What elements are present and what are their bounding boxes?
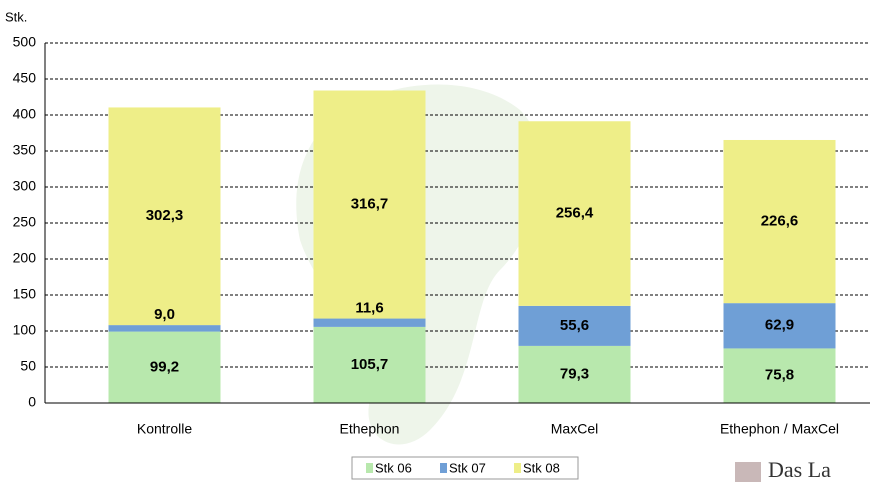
data-label: 316,7 bbox=[351, 196, 389, 213]
legend-label: Stk 08 bbox=[523, 460, 560, 475]
x-tick-label: Kontrolle bbox=[137, 421, 192, 437]
x-tick-label: MaxCel bbox=[551, 421, 598, 437]
data-label: 302,3 bbox=[146, 207, 184, 224]
y-tick-label: 450 bbox=[13, 70, 37, 86]
logo-icon bbox=[735, 462, 761, 482]
data-label: 105,7 bbox=[351, 356, 389, 373]
y-tick-label: 400 bbox=[13, 106, 37, 122]
bar-segment bbox=[108, 325, 221, 332]
y-tick-label: 150 bbox=[13, 286, 37, 302]
bar-segment bbox=[313, 318, 426, 327]
bar-segment bbox=[313, 90, 426, 319]
legend bbox=[351, 456, 579, 480]
x-tick-label: Ethephon / MaxCel bbox=[720, 421, 839, 437]
y-tick-label: 500 bbox=[13, 34, 37, 50]
legend-label: Stk 07 bbox=[449, 460, 486, 475]
data-label: 11,6 bbox=[355, 300, 383, 317]
y-tick-label: 350 bbox=[13, 142, 37, 158]
x-tick-label: Ethephon bbox=[340, 421, 400, 437]
data-label: 226,6 bbox=[761, 213, 799, 230]
logo-text: Das La bbox=[768, 457, 831, 482]
y-tick-label: 200 bbox=[13, 250, 37, 266]
data-label: 75,8 bbox=[765, 367, 794, 384]
y-tick-label: 250 bbox=[13, 214, 37, 230]
y-tick-label: 50 bbox=[20, 358, 36, 374]
bar-segment bbox=[723, 139, 836, 304]
legend-label: Stk 06 bbox=[375, 460, 412, 475]
y-tick-label: 300 bbox=[13, 178, 37, 194]
legend-swatch bbox=[366, 463, 373, 473]
y-tick-label: 100 bbox=[13, 322, 37, 338]
bar-segment bbox=[108, 331, 221, 403]
bar-segment bbox=[723, 348, 836, 403]
data-label: 99,2 bbox=[150, 358, 179, 375]
y-tick-label: 0 bbox=[28, 394, 36, 410]
legend-swatch bbox=[440, 463, 447, 473]
data-label: 9,0 bbox=[154, 306, 175, 323]
data-label: 62,9 bbox=[765, 317, 794, 334]
bar-segment bbox=[518, 305, 631, 346]
bar-segment bbox=[518, 121, 631, 306]
data-label: 256,4 bbox=[556, 205, 594, 222]
data-label: 55,6 bbox=[560, 317, 589, 334]
y-axis-label: Stk. bbox=[5, 9, 27, 24]
legend-swatch bbox=[514, 463, 521, 473]
bar-segment bbox=[108, 107, 221, 326]
data-label: 79,3 bbox=[560, 365, 589, 382]
bar-segment bbox=[313, 326, 426, 403]
bar-segment bbox=[723, 303, 836, 349]
bar-segment bbox=[518, 345, 631, 403]
